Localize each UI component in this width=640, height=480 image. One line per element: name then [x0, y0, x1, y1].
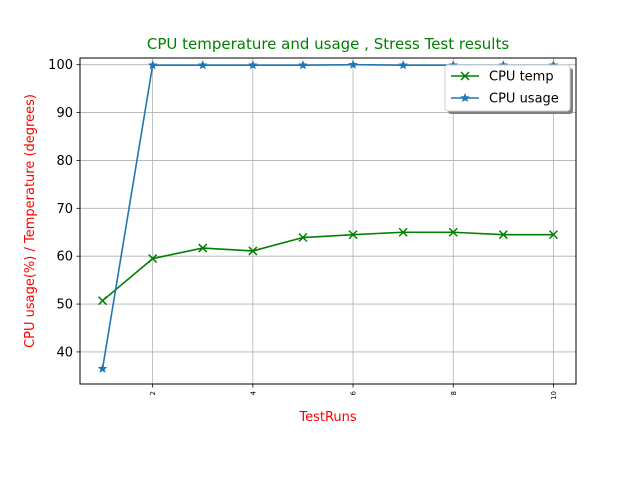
- chart-title: CPU temperature and usage , Stress Test …: [147, 35, 509, 53]
- x-tick-label: 6: [350, 390, 358, 395]
- y-tick-label: 50: [56, 298, 73, 313]
- data-point: [398, 60, 408, 70]
- legend: CPU temp CPU usage: [444, 64, 573, 114]
- x-tick-label: 10: [550, 391, 558, 400]
- data-point: [97, 363, 108, 373]
- data-point: [548, 230, 558, 240]
- y-tick-label: 70: [56, 202, 73, 217]
- x-tick-label: 2: [149, 391, 157, 395]
- series-line: [102, 231, 554, 302]
- data-point: [298, 232, 308, 243]
- y-axis-label: CPU usage(%) / Temperature (degrees): [23, 94, 38, 348]
- data-point: [198, 60, 208, 70]
- data-point: [348, 230, 358, 240]
- legend-marker: [460, 71, 470, 81]
- series-1: [98, 227, 558, 306]
- data-point: [198, 243, 208, 253]
- x-axis-label: TestRuns: [298, 410, 357, 425]
- legend-marker: [460, 93, 470, 103]
- axis-ticks: 40 50 60 70 80 90 100 2 4 6 8 10: [48, 58, 558, 400]
- y-tick-label: 60: [56, 250, 73, 265]
- data-point: [498, 230, 508, 240]
- data-point: [248, 246, 258, 256]
- legend-items: CPU temp CPU usage: [451, 70, 559, 107]
- y-tick-label: 90: [56, 106, 73, 121]
- data-point: [348, 59, 358, 69]
- data-point: [98, 296, 108, 306]
- data-point: [148, 254, 158, 264]
- y-tick-label: 40: [56, 345, 73, 360]
- data-point: [448, 227, 458, 237]
- data-point: [398, 227, 408, 237]
- y-tick-label: 80: [56, 154, 73, 169]
- data-point: [298, 60, 308, 70]
- plot-frame: [79, 57, 577, 385]
- legend-label: CPU usage: [489, 92, 559, 107]
- legend-label: CPU temp: [489, 70, 554, 85]
- data-point: [147, 60, 158, 70]
- x-tick-label: 4: [249, 390, 257, 395]
- data-point: [248, 60, 258, 70]
- y-tick-label: 100: [48, 58, 73, 73]
- x-tick-label: 8: [450, 391, 458, 395]
